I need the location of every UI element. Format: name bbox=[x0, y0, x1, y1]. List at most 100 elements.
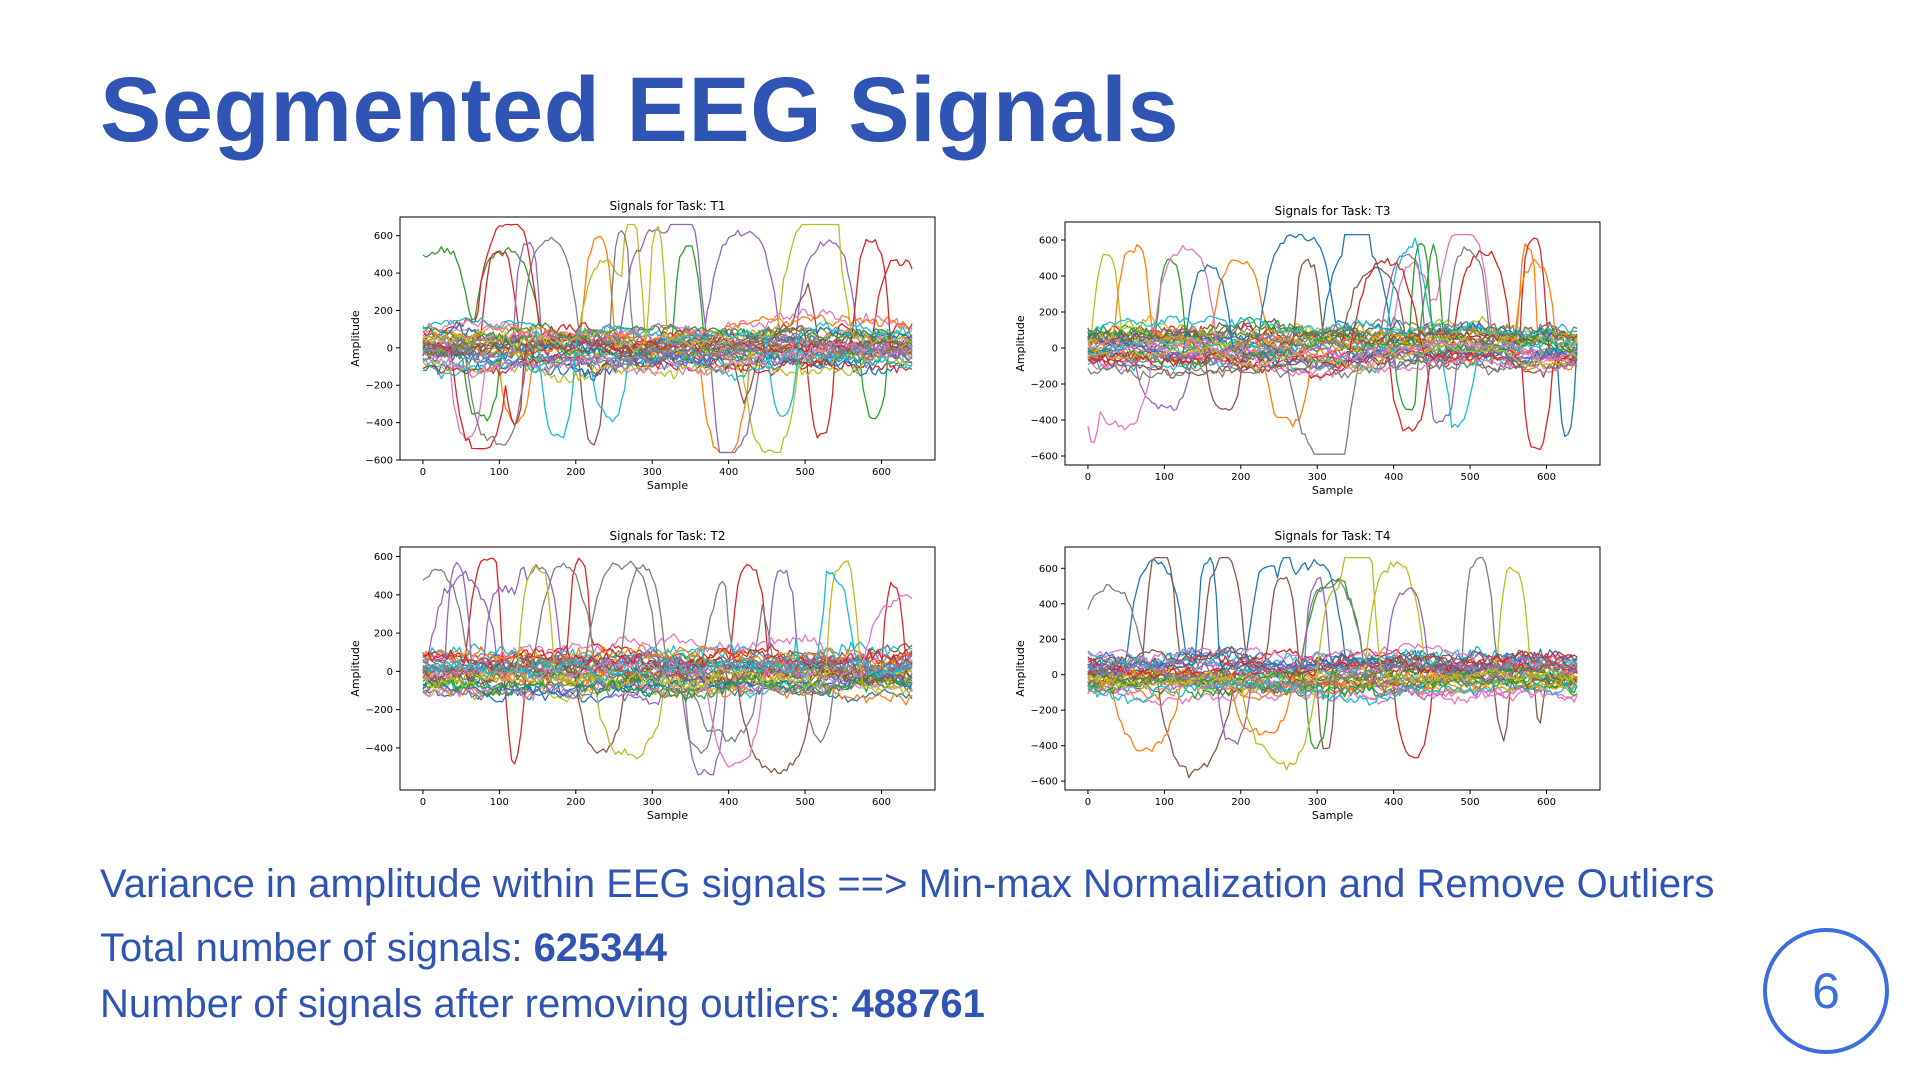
x-tick-label: 400 bbox=[719, 797, 738, 808]
after-outliers-label: Number of signals after removing outlier… bbox=[100, 982, 852, 1026]
x-tick-label: 600 bbox=[872, 797, 891, 808]
y-tick-label: −400 bbox=[1031, 741, 1058, 752]
series-line bbox=[422, 673, 913, 703]
y-tick-label: −400 bbox=[366, 743, 393, 754]
series-group bbox=[1087, 233, 1578, 455]
series-group bbox=[422, 557, 913, 776]
series-line bbox=[1087, 675, 1578, 705]
series-line bbox=[1087, 556, 1578, 771]
series-line bbox=[422, 560, 913, 680]
series-line bbox=[422, 677, 913, 701]
y-tick-label: −600 bbox=[366, 456, 393, 467]
after-outliers-line: Number of signals after removing outlier… bbox=[100, 980, 985, 1028]
plot-frame bbox=[1064, 221, 1601, 466]
series-line bbox=[422, 316, 913, 439]
x-tick-label: 300 bbox=[643, 797, 662, 808]
x-tick-label: 500 bbox=[796, 797, 815, 808]
series-line bbox=[422, 349, 913, 382]
series-line bbox=[1087, 330, 1578, 350]
series-line bbox=[422, 282, 913, 404]
x-tick-label: 300 bbox=[1308, 797, 1327, 808]
x-tick-label: 300 bbox=[1308, 472, 1327, 483]
y-axis-label: Amplitude bbox=[1014, 640, 1027, 697]
plot-frame bbox=[1064, 546, 1601, 791]
series-line bbox=[1087, 678, 1578, 706]
series-line bbox=[1087, 665, 1578, 696]
series-line bbox=[422, 560, 913, 695]
plot-frame bbox=[399, 546, 936, 791]
x-tick-label: 200 bbox=[566, 797, 585, 808]
y-tick-label: 200 bbox=[374, 629, 393, 640]
y-tick-label: −400 bbox=[1031, 416, 1058, 427]
series-line bbox=[422, 671, 913, 698]
series-line bbox=[1087, 264, 1578, 370]
series-line bbox=[1087, 659, 1578, 689]
y-tick-label: −200 bbox=[1031, 706, 1058, 717]
y-tick-label: 0 bbox=[1052, 344, 1058, 355]
y-tick-label: 400 bbox=[374, 590, 393, 601]
y-tick-label: 200 bbox=[1039, 635, 1058, 646]
x-axis-label: Sample bbox=[647, 479, 688, 492]
series-line bbox=[422, 223, 913, 353]
y-tick-label: −200 bbox=[1031, 380, 1058, 391]
x-tick-label: 500 bbox=[1461, 797, 1480, 808]
chart-task-t1: Signals for Task: T1 0 100 200 300 400 500 600 −… bbox=[345, 195, 945, 510]
series-line bbox=[1087, 669, 1578, 691]
y-tick-label: −200 bbox=[366, 705, 393, 716]
x-tick-label: 400 bbox=[1384, 472, 1403, 483]
series-line bbox=[422, 320, 913, 347]
x-axis-label: Sample bbox=[1312, 484, 1353, 497]
series-line bbox=[1087, 684, 1578, 707]
y-tick-label: 400 bbox=[1039, 272, 1058, 283]
x-tick-label: 500 bbox=[1461, 472, 1480, 483]
series-group bbox=[1087, 556, 1578, 779]
series-line bbox=[1087, 343, 1578, 375]
y-tick-label: 600 bbox=[1039, 564, 1058, 575]
chart-title: Signals for Task: T1 bbox=[610, 199, 726, 213]
x-tick-label: 600 bbox=[1537, 797, 1556, 808]
x-tick-label: 100 bbox=[1155, 472, 1174, 483]
series-line bbox=[422, 662, 913, 760]
y-axis-label: Amplitude bbox=[349, 310, 362, 367]
chart-task-t3: Signals for Task: T3 0 100 200 300 400 500 600 −… bbox=[1010, 200, 1610, 515]
series-line bbox=[422, 353, 913, 377]
series-line bbox=[422, 570, 913, 683]
y-tick-label: 600 bbox=[374, 231, 393, 242]
y-axis-label: Amplitude bbox=[1014, 315, 1027, 372]
y-tick-label: 600 bbox=[374, 552, 393, 563]
x-tick-label: 400 bbox=[719, 467, 738, 478]
y-tick-label: 200 bbox=[374, 306, 393, 317]
y-tick-label: −600 bbox=[1031, 452, 1058, 463]
x-axis-label: Sample bbox=[647, 809, 688, 822]
y-tick-label: 200 bbox=[1039, 308, 1058, 319]
variance-note: Variance in amplitude within EEG signals… bbox=[100, 862, 1715, 906]
series-line bbox=[1087, 556, 1578, 750]
series-group bbox=[422, 223, 913, 454]
x-tick-label: 500 bbox=[796, 467, 815, 478]
y-tick-label: 400 bbox=[1039, 599, 1058, 610]
total-signals-label: Total number of signals: bbox=[100, 926, 534, 970]
x-tick-label: 100 bbox=[490, 467, 509, 478]
x-tick-label: 0 bbox=[420, 797, 426, 808]
series-line bbox=[1087, 645, 1578, 670]
total-signals-line: Total number of signals: 625344 bbox=[100, 924, 667, 972]
chart-task-t4: Signals for Task: T4 0 100 200 300 400 500 600 −… bbox=[1010, 525, 1610, 840]
x-tick-label: 200 bbox=[1231, 472, 1250, 483]
x-axis-label: Sample bbox=[1312, 809, 1353, 822]
series-line bbox=[1087, 315, 1578, 339]
x-tick-label: 600 bbox=[872, 467, 891, 478]
x-tick-label: 100 bbox=[1155, 797, 1174, 808]
plot-frame bbox=[399, 216, 936, 461]
chart-title: Signals for Task: T4 bbox=[1275, 529, 1391, 543]
series-line bbox=[1087, 257, 1578, 451]
series-line bbox=[1087, 358, 1578, 381]
page-number-badge: 6 bbox=[1763, 928, 1889, 1054]
y-tick-label: 0 bbox=[1052, 670, 1058, 681]
y-tick-label: −400 bbox=[366, 418, 393, 429]
y-tick-label: 0 bbox=[387, 667, 393, 678]
series-line bbox=[1087, 329, 1578, 411]
series-line bbox=[422, 644, 913, 668]
slide-title: Segmented EEG Signals bbox=[100, 59, 1180, 161]
x-tick-label: 200 bbox=[566, 467, 585, 478]
page-number: 6 bbox=[1812, 963, 1840, 1019]
